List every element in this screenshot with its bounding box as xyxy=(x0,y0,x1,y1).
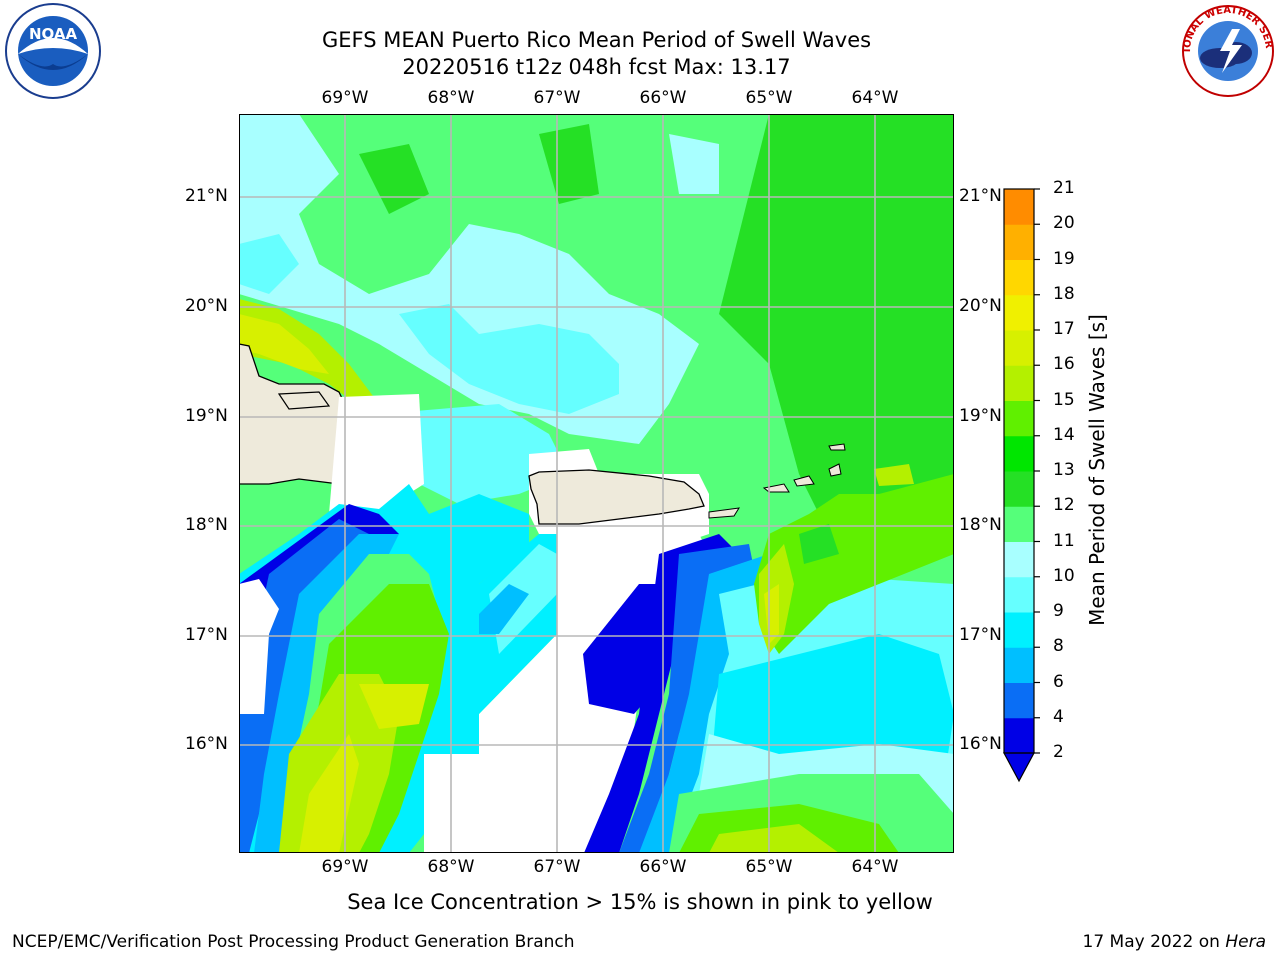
lon-label-bottom: 65°W xyxy=(745,857,793,877)
map-frame xyxy=(239,114,954,853)
colorbar-segment xyxy=(1004,506,1034,542)
colorbar-label: Mean Period of Swell Waves [s] xyxy=(1085,314,1109,626)
lon-label-top: 69°W xyxy=(321,88,369,108)
colorbar-extend-arrow xyxy=(1002,752,1036,783)
noaa-logo: NOAA xyxy=(5,3,101,99)
colorbar-segment xyxy=(1004,259,1034,296)
lon-label-bottom: 69°W xyxy=(321,857,369,877)
colorbar-segment xyxy=(1004,612,1034,648)
colorbar xyxy=(1002,188,1040,783)
lat-label-left: 16°N xyxy=(185,734,228,754)
nws-logo: NATIONAL WEATHER SERVICE xyxy=(1180,3,1274,97)
colorbar-tick-label: 9 xyxy=(1053,601,1064,621)
lat-label-right: 21°N xyxy=(959,186,1002,206)
colorbar-tick-label: 11 xyxy=(1053,530,1075,551)
chart-title: GEFS MEAN Puerto Rico Mean Period of Swe… xyxy=(321,28,872,52)
lon-label-top: 68°W xyxy=(427,88,475,108)
lat-label-left: 18°N xyxy=(185,515,228,535)
colorbar-segment xyxy=(1004,717,1034,754)
lat-label-right: 19°N xyxy=(959,406,1002,426)
colorbar-tick-label: 20 xyxy=(1053,213,1075,234)
lon-label-top: 65°W xyxy=(745,88,793,108)
lat-label-right: 16°N xyxy=(959,734,1002,754)
footer-date: 17 May 2022 on Hera xyxy=(1083,932,1267,952)
colorbar-segment xyxy=(1004,541,1034,578)
colorbar-segment xyxy=(1004,294,1034,331)
lon-label-bottom: 68°W xyxy=(427,857,475,877)
colorbar-tick-label: 16 xyxy=(1053,354,1075,375)
colorbar-segment xyxy=(1004,471,1034,507)
colorbar-tick-label: 6 xyxy=(1053,671,1064,692)
colorbar-segment xyxy=(1004,576,1034,613)
lon-label-bottom: 67°W xyxy=(533,857,581,877)
sea-ice-note: Sea Ice Concentration > 15% is shown in … xyxy=(347,890,933,914)
colorbar-tick-label: 10 xyxy=(1053,565,1075,586)
map-grid xyxy=(239,114,954,853)
chart-subtitle: 20220516 t12z 048h fcst Max: 13.17 xyxy=(402,55,791,79)
colorbar-segment xyxy=(1004,330,1034,366)
colorbar-tick-label: 19 xyxy=(1053,248,1075,269)
swell-period-map xyxy=(239,114,954,853)
colorbar-tick-label: 14 xyxy=(1053,424,1075,445)
colorbar-segment xyxy=(1004,647,1034,683)
colorbar-segment xyxy=(1004,435,1034,472)
colorbar-tick-label: 2 xyxy=(1053,742,1064,762)
colorbar-tick-label: 17 xyxy=(1053,319,1075,339)
colorbar-segment xyxy=(1004,682,1034,719)
colorbar-segment xyxy=(1004,224,1034,260)
lat-label-right: 17°N xyxy=(959,625,1002,645)
colorbar-tick-label: 12 xyxy=(1053,495,1075,516)
footer-host: Hera xyxy=(1225,932,1266,952)
lat-label-right: 20°N xyxy=(959,296,1002,316)
colorbar-tick-label: 8 xyxy=(1053,636,1064,657)
colorbar-segment xyxy=(1004,365,1034,401)
lon-label-bottom: 64°W xyxy=(851,857,899,877)
colorbar-tick-label: 15 xyxy=(1053,389,1075,410)
colorbar-segment xyxy=(1004,189,1034,225)
colorbar-tick-label: 18 xyxy=(1053,283,1075,304)
lat-label-left: 21°N xyxy=(185,186,228,206)
colorbar-tick-label: 4 xyxy=(1053,706,1064,727)
lon-label-top: 66°W xyxy=(639,88,687,108)
colorbar-tick-label: 13 xyxy=(1053,460,1075,480)
lat-label-left: 17°N xyxy=(185,625,228,645)
colorbar-tick-label: 21 xyxy=(1053,178,1075,198)
colorbar-segment xyxy=(1004,400,1034,437)
lat-label-right: 18°N xyxy=(959,515,1002,535)
footer-date-text: 17 May 2022 on xyxy=(1082,932,1226,952)
lat-label-left: 19°N xyxy=(185,406,228,426)
lon-label-top: 67°W xyxy=(533,88,581,108)
noaa-logo-text: NOAA xyxy=(29,25,78,43)
lat-label-left: 20°N xyxy=(185,296,228,316)
lon-label-bottom: 66°W xyxy=(639,857,687,877)
lon-label-top: 64°W xyxy=(851,88,899,108)
footer-credit: NCEP/EMC/Verification Post Processing Pr… xyxy=(12,932,575,952)
